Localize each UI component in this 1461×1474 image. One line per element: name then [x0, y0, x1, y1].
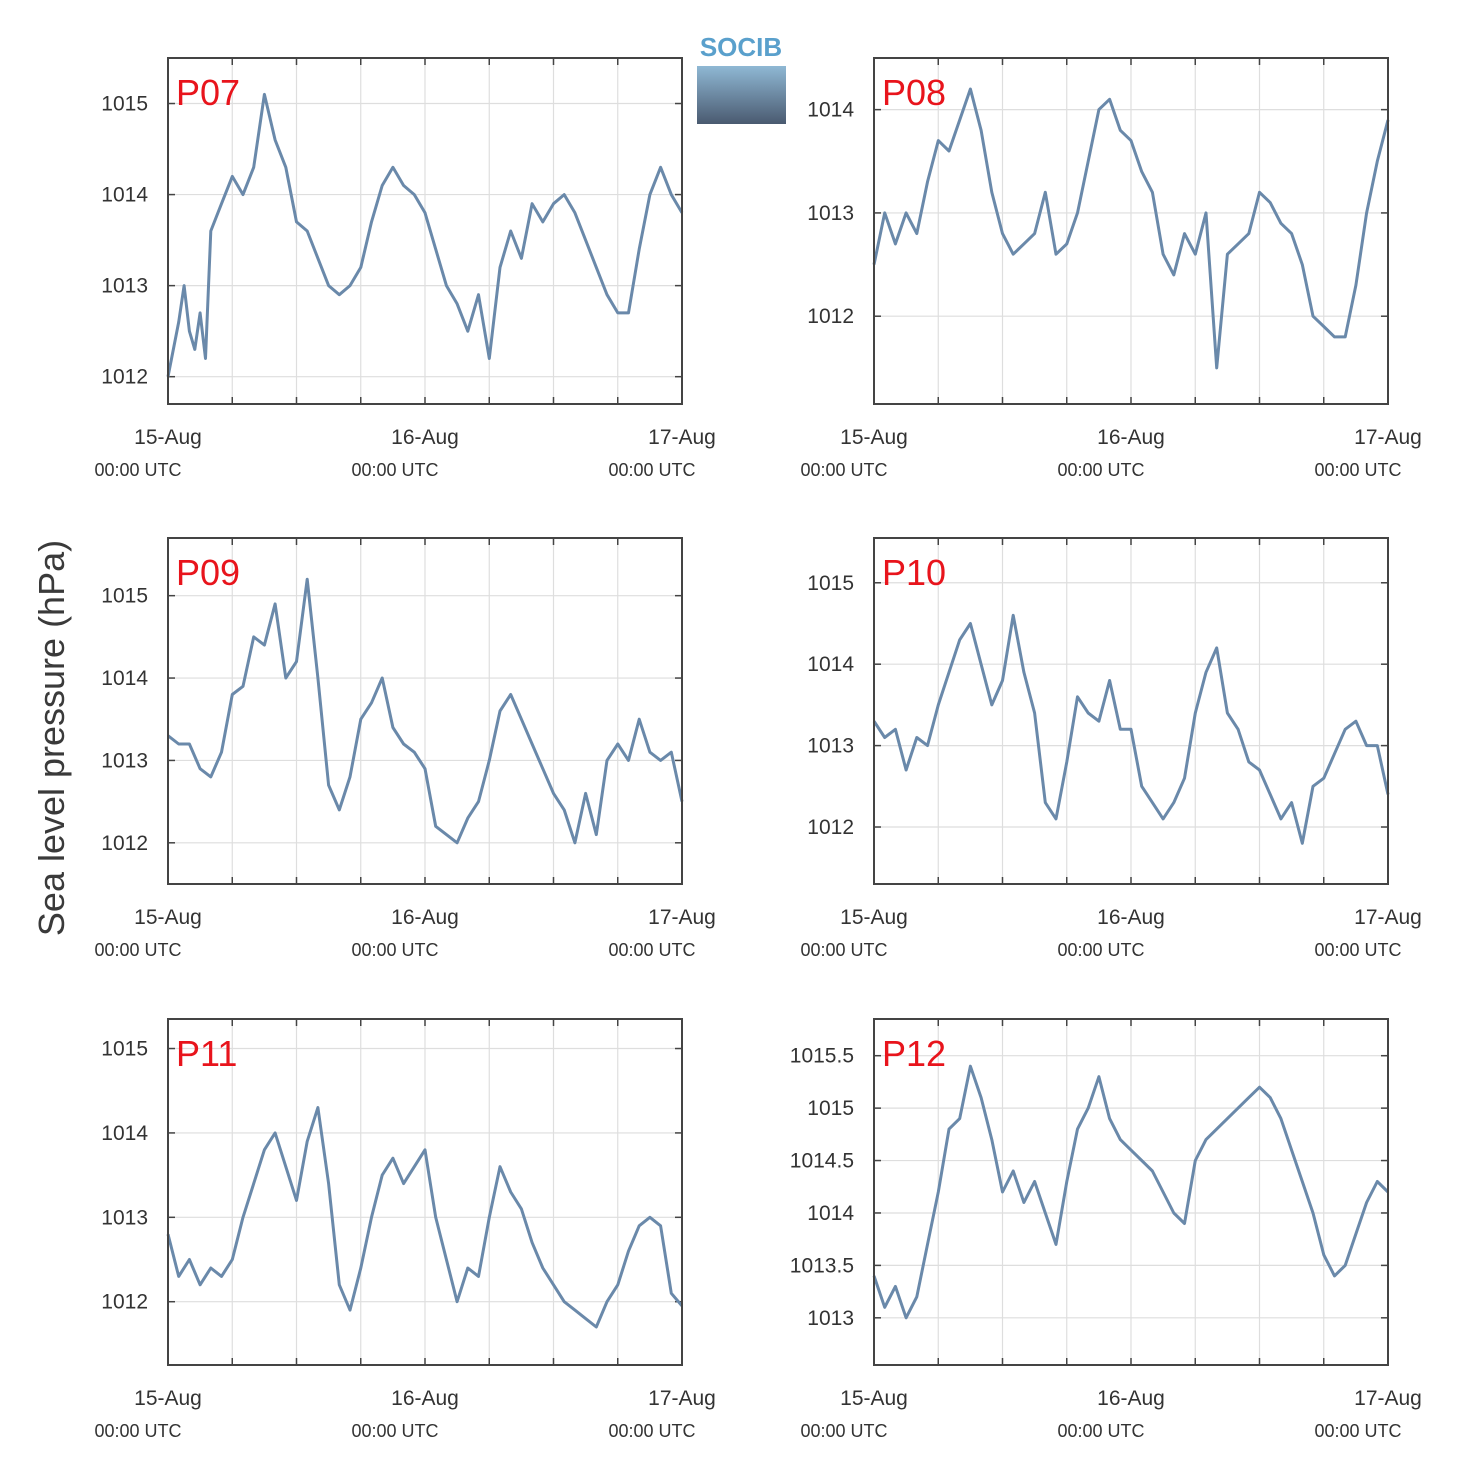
- x-tick-sublabel: 00:00 UTC: [94, 1421, 181, 1441]
- y-tick-label: 1012: [101, 832, 148, 855]
- y-tick-label: 1015.5: [790, 1045, 854, 1068]
- y-tick-label: 1014: [807, 1202, 854, 1225]
- y-tick-label: 1015: [101, 93, 148, 116]
- y-tick-label: 1015: [101, 585, 148, 608]
- x-tick-sublabel: 00:00 UTC: [351, 460, 438, 480]
- plot-frame: [167, 57, 683, 405]
- chart-panel-p08: 1012 1013 1014 15-Aug 00:00 UTC 16-Aug 00:00 U…: [800, 57, 1422, 480]
- x-tick-sublabel: 00:00 UTC: [800, 940, 887, 960]
- y-tick-label: 1013: [807, 1307, 854, 1330]
- x-tick-label: 17-Aug: [1354, 906, 1422, 929]
- x-tick-sublabel: 00:00 UTC: [1057, 1421, 1144, 1441]
- x-tick-label: 17-Aug: [648, 426, 716, 449]
- x-tick-label: 17-Aug: [1354, 1387, 1422, 1410]
- x-tick-label: 15-Aug: [840, 906, 908, 929]
- logo-wave-block: [697, 66, 786, 124]
- panel-label: P09: [176, 552, 240, 593]
- x-tick-label: 16-Aug: [1097, 426, 1165, 449]
- y-tick-label: 1015: [807, 572, 854, 595]
- y-tick-label: 1013: [101, 1206, 148, 1229]
- x-tick-label: 16-Aug: [391, 906, 459, 929]
- chart-panel-p11: 1012 1013 1014 1015 15-Aug 00:00 UTC 16-Aug 00:…: [94, 1018, 716, 1441]
- y-tick-label: 1012: [101, 1291, 148, 1314]
- y-tick-label: 1014.5: [790, 1150, 854, 1173]
- y-tick-label: 1015: [101, 1038, 148, 1061]
- chart-panel-p10: 1012 1013 1014 1015 15-Aug 00:00 UTC 16-Aug 00:…: [800, 537, 1422, 960]
- series-line-p09: [167, 577, 684, 845]
- x-tick-sublabel: 00:00 UTC: [1057, 940, 1144, 960]
- x-tick-sublabel: 00:00 UTC: [1314, 1421, 1401, 1441]
- panels: 1012 1013 1014 1015 15-Aug 00:00 UTC 16-Aug 00:…: [94, 57, 1422, 1441]
- y-tick-label: 1014: [101, 1122, 148, 1145]
- x-tick-sublabel: 00:00 UTC: [1314, 940, 1401, 960]
- socib-logo: SOCIB: [697, 32, 786, 124]
- x-tick-label: 17-Aug: [648, 1387, 716, 1410]
- x-tick-label: 17-Aug: [1354, 426, 1422, 449]
- y-tick-label: 1013: [807, 202, 854, 225]
- x-tick-label: 15-Aug: [840, 1387, 908, 1410]
- x-tick-sublabel: 00:00 UTC: [351, 1421, 438, 1441]
- chart-panel-p09: 1012 1013 1014 1015 15-Aug 00:00 UTC 16-Aug 00:…: [94, 537, 716, 960]
- y-tick-label: 1013: [101, 275, 148, 298]
- series-line-p10: [872, 613, 1390, 845]
- panel-label: P07: [176, 72, 240, 113]
- x-tick-sublabel: 00:00 UTC: [1314, 460, 1401, 480]
- y-tick-label: 1013: [101, 749, 148, 772]
- y-tick-label: 1014: [101, 184, 148, 207]
- series-line-p08: [872, 87, 1390, 370]
- y-tick-label: 1012: [101, 366, 148, 389]
- plot-frame: [873, 57, 1389, 405]
- series-line-p12: [872, 1064, 1390, 1320]
- x-tick-sublabel: 00:00 UTC: [800, 460, 887, 480]
- y-axis-label: Sea level pressure (hPa): [31, 540, 72, 936]
- y-tick-label: 1012: [807, 816, 854, 839]
- y-tick-label: 1014: [807, 653, 854, 676]
- x-tick-label: 16-Aug: [391, 426, 459, 449]
- x-tick-sublabel: 00:00 UTC: [608, 460, 695, 480]
- plot-frame: [873, 1018, 1389, 1366]
- series-line-p11: [166, 1106, 684, 1329]
- panel-label: P11: [176, 1033, 237, 1074]
- y-tick-label: 1013.5: [790, 1254, 854, 1277]
- x-tick-sublabel: 00:00 UTC: [1057, 460, 1144, 480]
- x-tick-sublabel: 00:00 UTC: [94, 460, 181, 480]
- x-tick-label: 15-Aug: [134, 426, 202, 449]
- chart-panel-p07: 1012 1013 1014 1015 15-Aug 00:00 UTC 16-Aug 00:…: [94, 57, 716, 480]
- x-tick-sublabel: 00:00 UTC: [608, 1421, 695, 1441]
- y-tick-label: 1015: [807, 1097, 854, 1120]
- y-tick-label: 1014: [101, 667, 148, 690]
- x-tick-label: 16-Aug: [1097, 1387, 1165, 1410]
- x-tick-label: 15-Aug: [134, 906, 202, 929]
- series-line-p07: [166, 92, 684, 377]
- x-tick-sublabel: 00:00 UTC: [94, 940, 181, 960]
- y-tick-label: 1013: [807, 735, 854, 758]
- logo-text: SOCIB: [700, 32, 782, 62]
- x-tick-label: 16-Aug: [1097, 906, 1165, 929]
- x-tick-label: 16-Aug: [391, 1387, 459, 1410]
- plot-frame: [167, 537, 683, 885]
- y-tick-label: 1012: [807, 305, 854, 328]
- panel-label: P12: [882, 1033, 946, 1074]
- x-tick-sublabel: 00:00 UTC: [800, 1421, 887, 1441]
- x-tick-label: 15-Aug: [134, 1387, 202, 1410]
- x-tick-label: 15-Aug: [840, 426, 908, 449]
- chart-panel-p12: 1013 1013.5 1014 1014.5 1015 1015.5 15-Aug 00:0…: [790, 1018, 1422, 1441]
- plot-frame: [167, 1018, 683, 1366]
- plot-frame: [873, 537, 1389, 885]
- x-tick-sublabel: 00:00 UTC: [608, 940, 695, 960]
- y-tick-label: 1014: [807, 99, 854, 122]
- x-tick-label: 17-Aug: [648, 906, 716, 929]
- x-tick-sublabel: 00:00 UTC: [351, 940, 438, 960]
- panel-label: P10: [882, 552, 946, 593]
- panel-label: P08: [882, 72, 946, 113]
